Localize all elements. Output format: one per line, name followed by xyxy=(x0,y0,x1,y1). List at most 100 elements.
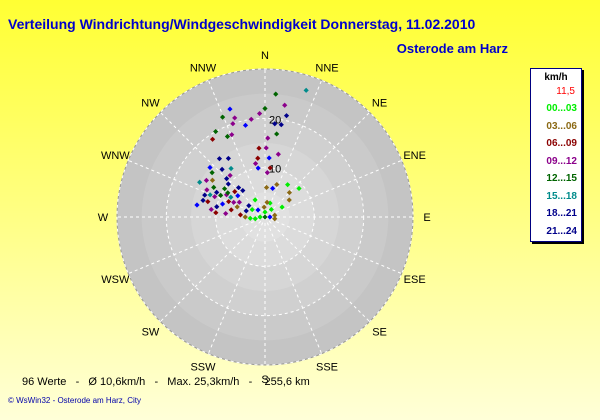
summary-footer: 96 Werte - Ø 10,6km/h - Max. 25,3km/h - … xyxy=(22,376,310,388)
data-point xyxy=(224,133,231,140)
legend-bin-2: 06...09 xyxy=(546,138,577,149)
data-point xyxy=(273,91,279,97)
data-point xyxy=(255,165,261,171)
direction-label-NE: NE xyxy=(372,97,387,109)
legend-bin-7: 21...24 xyxy=(546,225,577,237)
data-point xyxy=(211,184,217,190)
data-point xyxy=(240,187,246,194)
data-point xyxy=(264,199,270,205)
data-point xyxy=(257,214,263,220)
grid-spoke-ENE xyxy=(264,159,402,218)
data-point xyxy=(229,132,235,138)
legend-bin-5: 15...18 xyxy=(546,190,577,202)
data-point xyxy=(303,87,309,93)
data-point xyxy=(242,122,249,128)
grid-spoke-WSW xyxy=(128,216,266,275)
credit-line: © WsWin32 - Osterode am Harz, City xyxy=(8,396,142,405)
data-point xyxy=(275,151,281,157)
legend-bin-4: 12...15 xyxy=(546,173,577,184)
data-point xyxy=(255,207,261,213)
direction-label-ESE: ESE xyxy=(404,274,426,286)
data-point xyxy=(265,135,271,141)
direction-label-SW: SW xyxy=(142,327,160,339)
data-point xyxy=(249,207,255,213)
data-point xyxy=(283,113,290,119)
data-point xyxy=(262,105,268,112)
data-point xyxy=(263,145,269,151)
data-point xyxy=(247,215,253,221)
data-point xyxy=(224,176,230,182)
direction-label-N: N xyxy=(261,50,269,62)
ring-labels: 10 20 xyxy=(269,114,281,175)
data-point xyxy=(213,210,219,216)
data-point xyxy=(246,203,252,209)
data-point xyxy=(219,201,226,207)
grid-spoke-NNE xyxy=(264,80,323,218)
data-point xyxy=(214,189,220,195)
data-point xyxy=(214,204,220,210)
data-point xyxy=(272,216,278,222)
data-point xyxy=(209,136,216,142)
data-point xyxy=(286,189,293,196)
data-point xyxy=(235,193,241,199)
legend-max-value: 11,5 xyxy=(556,86,575,97)
direction-label-E: E xyxy=(423,212,430,224)
data-point xyxy=(207,164,213,171)
data-point xyxy=(230,121,236,127)
location-label: Osterode am Harz xyxy=(396,41,508,56)
data-point xyxy=(268,206,274,213)
grid-spoke-NW xyxy=(159,111,266,218)
data-point xyxy=(223,210,229,217)
data-point xyxy=(279,204,285,210)
data-point xyxy=(252,216,258,222)
data-point xyxy=(203,177,210,184)
legend-bins: 00...03 03...06 06...09 09...12 12...15 15...… xyxy=(531,100,581,240)
data-point xyxy=(205,199,211,205)
data-point xyxy=(216,156,223,162)
data-point xyxy=(207,192,213,198)
legend-bin-6: 18...21 xyxy=(546,208,577,219)
data-point xyxy=(200,197,206,204)
grid-spoke-SE xyxy=(264,216,371,323)
data-point xyxy=(263,184,270,191)
data-point xyxy=(261,204,267,210)
grid-spoke-NE xyxy=(264,111,371,218)
data-point xyxy=(204,187,210,193)
data-point xyxy=(197,179,203,185)
grid-spoke-WNW xyxy=(128,159,266,218)
data-point xyxy=(227,106,233,112)
data-point xyxy=(225,181,231,187)
data-point xyxy=(274,181,280,188)
direction-label-SSW: SSW xyxy=(190,362,216,374)
data-point xyxy=(262,214,268,220)
data-point xyxy=(266,155,272,161)
data-point xyxy=(278,122,284,128)
polar-grid xyxy=(116,68,414,366)
data-point xyxy=(248,116,254,122)
legend-bin-1: 03...06 xyxy=(546,120,577,132)
chart-title: Verteilung Windrichtung/Windgeschwindigk… xyxy=(8,16,476,32)
data-point xyxy=(225,155,232,162)
data-point xyxy=(235,185,242,191)
direction-label-NW: NW xyxy=(141,97,160,109)
data-point xyxy=(262,209,268,215)
data-point xyxy=(296,185,302,192)
ring-label-20: 20 xyxy=(269,114,281,126)
data-point xyxy=(209,170,215,176)
data-point xyxy=(208,206,214,213)
data-point xyxy=(221,186,228,192)
data-point xyxy=(228,165,234,172)
data-point xyxy=(232,115,238,121)
grid-spoke-NNW xyxy=(207,80,266,218)
data-point xyxy=(272,121,278,127)
legend-unit: km/h xyxy=(544,72,568,83)
data-point xyxy=(236,199,242,205)
data-point xyxy=(194,202,200,208)
data-point xyxy=(274,131,280,137)
data-point xyxy=(227,172,233,179)
data-point xyxy=(209,177,216,183)
legend-bin-0: 00...03 xyxy=(546,103,577,114)
data-point xyxy=(256,145,262,151)
data-point xyxy=(252,160,259,167)
